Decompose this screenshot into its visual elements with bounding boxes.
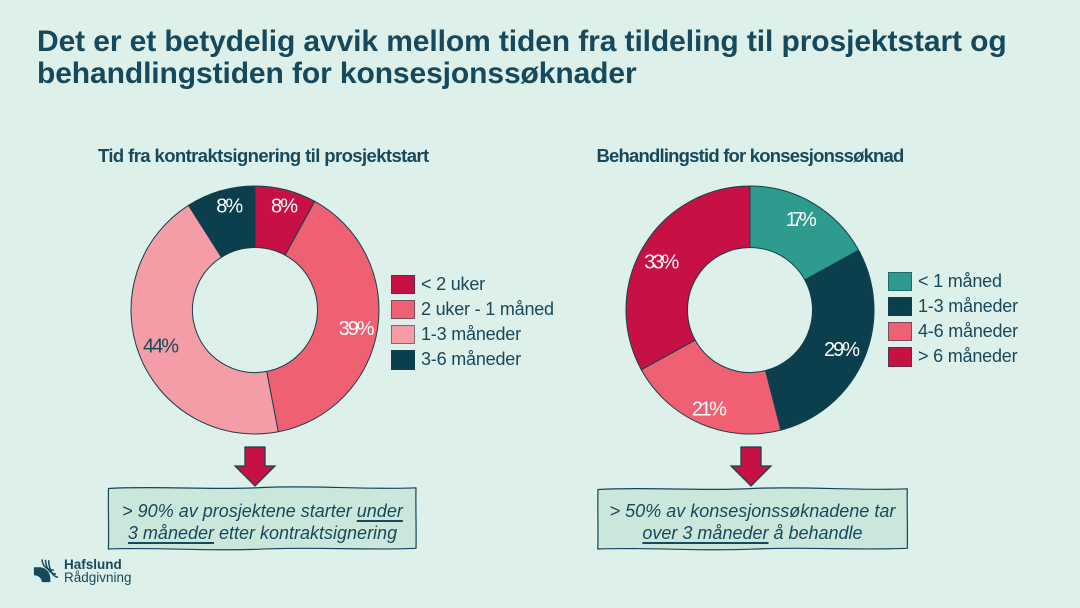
svg-text:17%: 17%	[786, 209, 817, 231]
svg-text:29%: 29%	[824, 339, 860, 361]
svg-text:8%: 8%	[271, 196, 298, 218]
svg-text:39%: 39%	[339, 318, 375, 340]
svg-text:21%: 21%	[692, 398, 727, 420]
svg-text:8%: 8%	[216, 196, 243, 218]
svg-text:44%: 44%	[143, 335, 179, 357]
svg-text:33%: 33%	[644, 252, 679, 274]
